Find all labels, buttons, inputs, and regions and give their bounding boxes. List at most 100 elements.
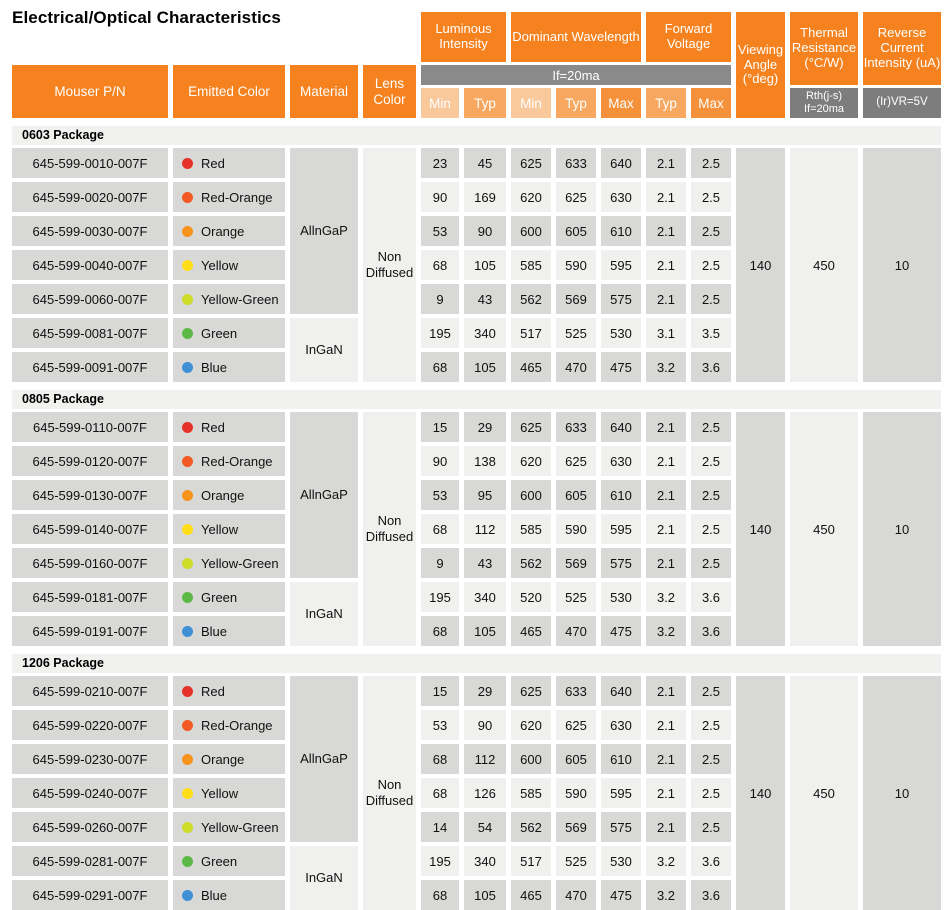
value-cell: 600: [511, 480, 551, 510]
part-number-cell: 645-599-0020-007F: [12, 182, 168, 212]
section-grid: 645-599-0110-007F Red 15 29 625 633 640 2.1 2.5 6…: [12, 412, 948, 646]
condition-thermal-rth: Rth(j-s) If=20ma: [790, 88, 858, 118]
value-cell: 590: [556, 778, 596, 808]
value-cell: 68: [421, 616, 459, 646]
lens-color-cell: Non Diffused: [363, 148, 416, 382]
viewing-angle-cell: 140: [736, 676, 785, 910]
condition-reverse-vr: (Ir)VR=5V: [863, 88, 941, 118]
table-header: Mouser P/N Emitted Color Material Lens C…: [12, 0, 948, 118]
emitted-color-label: Red: [201, 419, 225, 435]
emitted-color-cell: Blue: [173, 880, 285, 910]
color-dot-icon: [182, 591, 193, 603]
value-cell: 530: [601, 846, 641, 876]
color-dot-icon: [182, 327, 193, 339]
value-cell: 9: [421, 548, 459, 578]
emitted-color-label: Red-Orange: [201, 189, 273, 205]
part-number-cell: 645-599-0281-007F: [12, 846, 168, 876]
value-cell: 2.1: [646, 744, 686, 774]
value-cell: 68: [421, 744, 459, 774]
value-cell: 29: [464, 412, 506, 442]
value-cell: 605: [556, 480, 596, 510]
value-cell: 2.1: [646, 412, 686, 442]
color-dot-icon: [182, 685, 193, 697]
color-dot-icon: [182, 489, 193, 501]
color-dot-icon: [182, 753, 193, 765]
emitted-color-label: Green: [201, 325, 238, 341]
emitted-color-cell: Orange: [173, 480, 285, 510]
value-cell: 3.2: [646, 352, 686, 382]
subcol-header-li-typ: Typ: [464, 88, 506, 118]
value-cell: 2.5: [691, 778, 731, 808]
page-title: Electrical/Optical Characteristics: [12, 8, 281, 27]
column-header-material: Material: [290, 65, 358, 118]
value-cell: 633: [556, 412, 596, 442]
value-cell: 625: [556, 710, 596, 740]
part-number-cell: 645-599-0130-007F: [12, 480, 168, 510]
value-cell: 68: [421, 352, 459, 382]
material-cell: AllnGaP: [290, 676, 358, 842]
emitted-color-cell: Yellow: [173, 250, 285, 280]
value-cell: 195: [421, 582, 459, 612]
value-cell: 569: [556, 812, 596, 842]
emitted-color-cell: Blue: [173, 352, 285, 382]
value-cell: 3.6: [691, 880, 731, 910]
color-dot-icon: [182, 293, 193, 305]
value-cell: 195: [421, 318, 459, 348]
value-cell: 633: [556, 676, 596, 706]
value-cell: 640: [601, 148, 641, 178]
part-number-cell: 645-599-0230-007F: [12, 744, 168, 774]
value-cell: 475: [601, 616, 641, 646]
value-cell: 2.1: [646, 514, 686, 544]
value-cell: 3.6: [691, 352, 731, 382]
value-cell: 590: [556, 514, 596, 544]
value-cell: 138: [464, 446, 506, 476]
value-cell: 43: [464, 284, 506, 314]
color-dot-icon: [182, 719, 193, 731]
value-cell: 68: [421, 880, 459, 910]
value-cell: 595: [601, 514, 641, 544]
part-number-cell: 645-599-0191-007F: [12, 616, 168, 646]
emitted-color-cell: Red: [173, 148, 285, 178]
value-cell: 2.1: [646, 216, 686, 246]
thermal-resistance-cell: 450: [790, 148, 858, 382]
color-dot-icon: [182, 889, 193, 901]
value-cell: 475: [601, 880, 641, 910]
value-cell: 465: [511, 616, 551, 646]
column-header-mouser-pn: Mouser P/N: [12, 65, 168, 118]
color-dot-icon: [182, 787, 193, 799]
emitted-color-cell: Yellow: [173, 514, 285, 544]
part-number-cell: 645-599-0110-007F: [12, 412, 168, 442]
value-cell: 68: [421, 250, 459, 280]
value-cell: 2.5: [691, 216, 731, 246]
part-number-cell: 645-599-0260-007F: [12, 812, 168, 842]
value-cell: 53: [421, 216, 459, 246]
emitted-color-label: Yellow: [201, 785, 239, 801]
emitted-color-cell: Red-Orange: [173, 446, 285, 476]
value-cell: 2.1: [646, 182, 686, 212]
group-header-forward-voltage: Forward Voltage: [646, 12, 731, 62]
value-cell: 53: [421, 710, 459, 740]
value-cell: 126: [464, 778, 506, 808]
value-cell: 605: [556, 216, 596, 246]
value-cell: 630: [601, 446, 641, 476]
value-cell: 517: [511, 846, 551, 876]
subcol-header-dw-typ: Typ: [556, 88, 596, 118]
emitted-color-label: Yellow-Green: [201, 819, 279, 835]
subcol-header-li-min: Min: [421, 88, 459, 118]
part-number-cell: 645-599-0240-007F: [12, 778, 168, 808]
part-number-cell: 645-599-0091-007F: [12, 352, 168, 382]
value-cell: 29: [464, 676, 506, 706]
value-cell: 2.5: [691, 148, 731, 178]
value-cell: 2.5: [691, 676, 731, 706]
value-cell: 465: [511, 352, 551, 382]
color-dot-icon: [182, 455, 193, 467]
value-cell: 595: [601, 250, 641, 280]
value-cell: 68: [421, 778, 459, 808]
value-cell: 3.2: [646, 880, 686, 910]
value-cell: 95: [464, 480, 506, 510]
subcol-header-fv-typ: Typ: [646, 88, 686, 118]
value-cell: 585: [511, 250, 551, 280]
value-cell: 3.2: [646, 616, 686, 646]
material-cell: InGaN: [290, 582, 358, 646]
package-section: 0805 Package 645-599-0110-007F Red 15 29 625 6…: [0, 390, 948, 646]
